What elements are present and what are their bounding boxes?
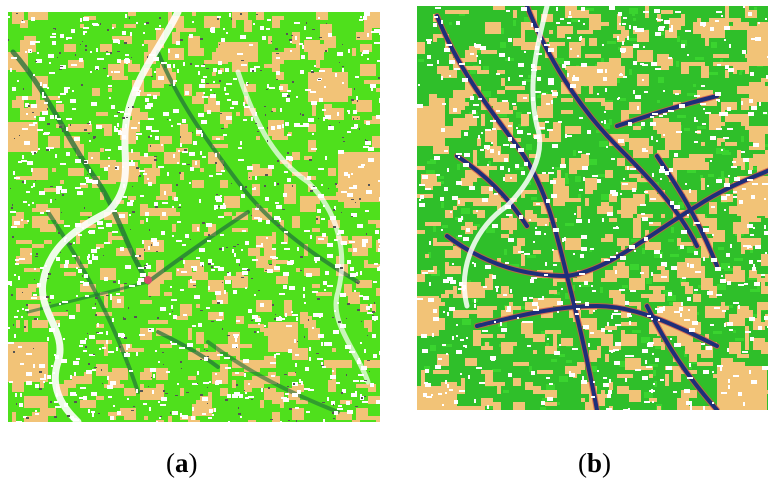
caption-b-close: ) (602, 448, 612, 478)
caption-a-open: ( (166, 448, 175, 478)
channel (156, 50, 360, 284)
channel (146, 210, 250, 284)
caption-a: (a) (166, 448, 198, 479)
channel (565, 274, 599, 410)
bare-soil-block (308, 72, 348, 102)
urban-speckle-white (8, 12, 380, 422)
classification-map-a (8, 12, 380, 422)
channel (435, 14, 569, 278)
caption-b: (b) (578, 448, 611, 479)
bare-soil-block (417, 106, 445, 146)
caption-a-close: ) (188, 448, 198, 478)
bare-soil-block (747, 26, 768, 66)
urban-speckle-dark (8, 13, 380, 422)
river (235, 69, 371, 385)
channel (475, 304, 719, 348)
point-marker (144, 276, 152, 284)
channel (615, 94, 719, 128)
bare-soil-block (268, 322, 298, 352)
bare-soil-patches (417, 6, 768, 410)
river (461, 6, 550, 309)
channel (445, 168, 768, 278)
bare-soil-block (417, 296, 439, 336)
classification-map-b (417, 6, 768, 410)
bare-soil-block (8, 122, 38, 152)
channel (645, 304, 719, 410)
urban-speckle-white (417, 6, 768, 410)
river (38, 12, 182, 422)
caption-a-letter: a (175, 448, 189, 478)
bare-soil-block (218, 42, 258, 62)
channel (206, 340, 340, 414)
bare-soil-block (717, 366, 767, 410)
channel (525, 6, 699, 248)
caption-b-open: ( (578, 448, 587, 478)
caption-b-letter: b (587, 448, 603, 478)
classification-map-a-image (8, 12, 380, 422)
classification-map-b-image (417, 6, 768, 410)
channel (156, 330, 220, 369)
